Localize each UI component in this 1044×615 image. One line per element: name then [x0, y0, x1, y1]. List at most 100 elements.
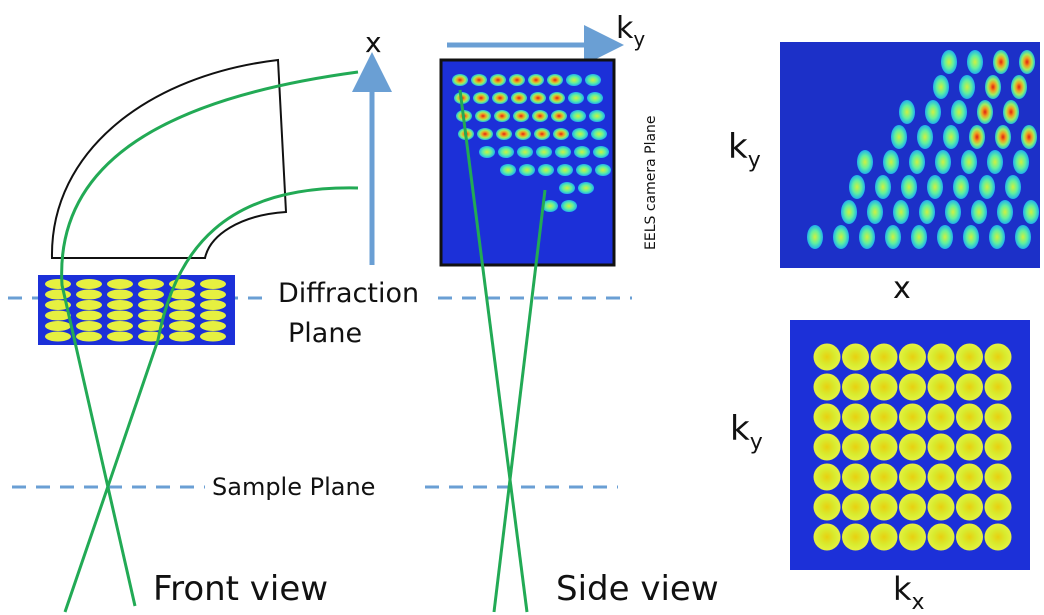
spot — [578, 182, 594, 194]
label-kx: kx — [893, 570, 925, 615]
spot — [871, 344, 898, 371]
spot — [200, 279, 226, 289]
spot — [899, 494, 926, 521]
spot — [985, 404, 1012, 431]
spot — [1021, 125, 1037, 149]
spot — [833, 225, 849, 249]
spot — [107, 311, 133, 321]
spot — [76, 332, 102, 342]
spot — [928, 464, 955, 491]
spot — [76, 321, 102, 331]
spot — [536, 146, 552, 158]
spot — [557, 164, 573, 176]
spot — [814, 464, 841, 491]
spot — [45, 279, 71, 289]
spot — [985, 374, 1012, 401]
label-ky: ky — [730, 409, 763, 455]
spot — [985, 434, 1012, 461]
spot — [899, 524, 926, 551]
diagram: x ky EELS camera Plane Diffraction Plane… — [0, 0, 1044, 615]
ray — [65, 188, 358, 612]
spot — [1013, 150, 1029, 174]
spot — [547, 74, 563, 86]
prism-outline — [52, 60, 286, 258]
spot — [901, 175, 917, 199]
spot — [985, 464, 1012, 491]
spot — [883, 150, 899, 174]
spot — [911, 225, 927, 249]
spot — [951, 100, 967, 124]
label-base: k — [730, 409, 750, 449]
spot — [532, 110, 548, 122]
spot — [509, 74, 525, 86]
spot — [899, 100, 915, 124]
spot — [987, 150, 1003, 174]
spot — [941, 50, 957, 74]
spot — [496, 128, 512, 140]
spot — [971, 200, 987, 224]
spot — [530, 92, 546, 104]
spot — [76, 311, 102, 321]
spot — [928, 524, 955, 551]
spot — [169, 321, 195, 331]
spot — [927, 175, 943, 199]
label-diffraction: Diffraction — [278, 278, 419, 309]
label-eels: EELS camera Plane — [643, 115, 659, 250]
spot — [169, 311, 195, 321]
spot — [553, 128, 569, 140]
spot — [871, 404, 898, 431]
spot — [107, 290, 133, 300]
spot — [1023, 200, 1039, 224]
label-ky: ky — [728, 127, 761, 173]
spot — [925, 100, 941, 124]
spot — [591, 128, 607, 140]
spot — [814, 524, 841, 551]
label-x: x — [365, 26, 382, 59]
spot — [997, 200, 1013, 224]
spot — [519, 164, 535, 176]
label-base: k — [893, 570, 912, 608]
spot — [842, 404, 869, 431]
spot — [842, 494, 869, 521]
spot — [953, 175, 969, 199]
spot — [568, 92, 584, 104]
spot — [928, 494, 955, 521]
spot — [871, 374, 898, 401]
spot — [585, 74, 601, 86]
spot — [893, 200, 909, 224]
spot — [1019, 50, 1035, 74]
spot — [169, 300, 195, 310]
spot — [961, 150, 977, 174]
spot — [479, 146, 495, 158]
spot — [943, 125, 959, 149]
spot — [492, 92, 508, 104]
spot — [917, 125, 933, 149]
spot — [515, 128, 531, 140]
spot — [871, 464, 898, 491]
spot — [1011, 75, 1027, 99]
spot — [511, 92, 527, 104]
spot — [814, 374, 841, 401]
spot — [475, 110, 491, 122]
spot — [1003, 100, 1019, 124]
spot — [200, 332, 226, 342]
spot — [574, 146, 590, 158]
spot — [200, 300, 226, 310]
spot — [169, 332, 195, 342]
spot — [857, 150, 873, 174]
spot — [956, 524, 983, 551]
spot — [494, 110, 510, 122]
spot — [538, 164, 554, 176]
spot — [814, 494, 841, 521]
spot — [76, 300, 102, 310]
spot — [138, 311, 164, 321]
spot — [559, 182, 575, 194]
spot — [899, 344, 926, 371]
eels-camera-image — [441, 60, 614, 265]
label-x: x — [893, 271, 911, 306]
spot — [572, 128, 588, 140]
label-front-view: Front view — [153, 569, 328, 609]
spot — [477, 128, 493, 140]
label-base: k — [728, 127, 748, 167]
spot — [993, 50, 1009, 74]
